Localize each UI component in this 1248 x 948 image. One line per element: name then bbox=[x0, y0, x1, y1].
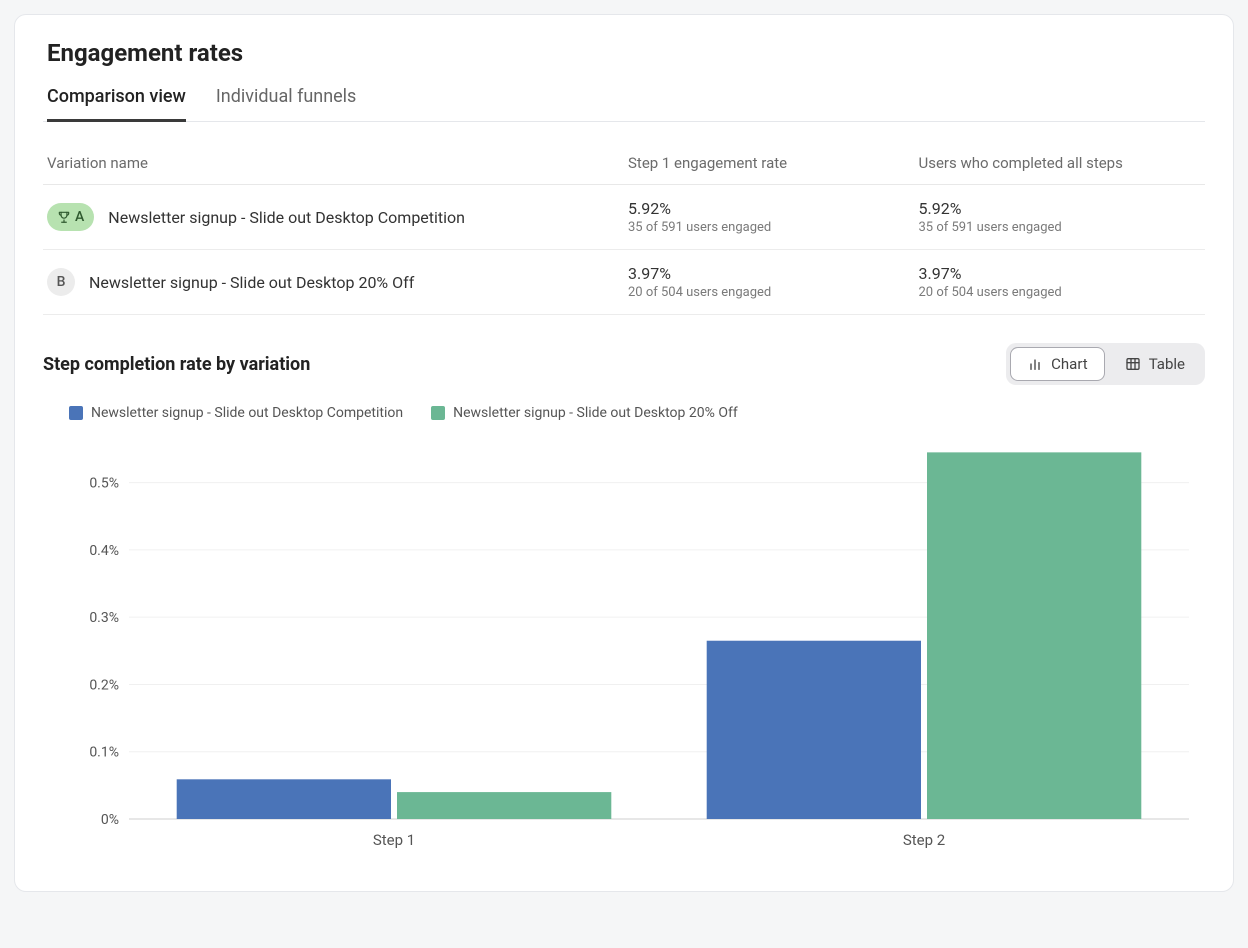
card-title: Engagement rates bbox=[47, 39, 1205, 67]
toggle-table-button[interactable]: Table bbox=[1109, 347, 1201, 381]
legend-label-b: Newsletter signup - Slide out Desktop 20… bbox=[453, 405, 738, 421]
view-toggle: Chart Table bbox=[1006, 343, 1205, 385]
tab-individual-funnels[interactable]: Individual funnels bbox=[216, 86, 356, 122]
col-variation-name: Variation name bbox=[43, 144, 624, 185]
svg-text:0%: 0% bbox=[101, 812, 119, 828]
trophy-icon bbox=[57, 210, 71, 224]
table-icon bbox=[1125, 356, 1141, 372]
variation-name: Newsletter signup - Slide out Desktop Co… bbox=[108, 208, 465, 227]
svg-text:Step 1: Step 1 bbox=[373, 831, 415, 849]
svg-text:0.1%: 0.1% bbox=[89, 745, 119, 761]
step1-rate: 3.97% bbox=[628, 264, 907, 283]
bar-chart-icon bbox=[1027, 356, 1043, 372]
svg-text:Step 2: Step 2 bbox=[903, 831, 945, 849]
allsteps-sub: 35 of 591 users engaged bbox=[919, 220, 1198, 235]
variations-table: Variation name Step 1 engagement rate Us… bbox=[43, 144, 1205, 315]
step1-sub: 35 of 591 users engaged bbox=[628, 220, 907, 235]
svg-text:0.4%: 0.4% bbox=[89, 543, 119, 559]
toggle-chart-button[interactable]: Chart bbox=[1010, 347, 1105, 381]
step1-sub: 20 of 504 users engaged bbox=[628, 285, 907, 300]
legend-label-a: Newsletter signup - Slide out Desktop Co… bbox=[91, 405, 403, 421]
pill-letter: B bbox=[57, 274, 66, 290]
allsteps-sub: 20 of 504 users engaged bbox=[919, 285, 1198, 300]
legend-item: Newsletter signup - Slide out Desktop 20… bbox=[431, 405, 738, 421]
chart-legend: Newsletter signup - Slide out Desktop Co… bbox=[69, 405, 1205, 421]
toggle-chart-label: Chart bbox=[1051, 355, 1088, 373]
table-row: B Newsletter signup - Slide out Desktop … bbox=[43, 250, 1205, 315]
svg-text:0.2%: 0.2% bbox=[89, 677, 119, 693]
bar-chart: 0% 0.1% 0.2% 0.3% 0.4% 0.5% Step 1 Step 2 bbox=[69, 439, 1199, 859]
tab-comparison-view[interactable]: Comparison view bbox=[47, 86, 186, 122]
engagement-card: Engagement rates Comparison view Individ… bbox=[14, 14, 1234, 892]
legend-item: Newsletter signup - Slide out Desktop Co… bbox=[69, 405, 403, 421]
pill-letter: A bbox=[75, 209, 84, 225]
svg-text:0.5%: 0.5% bbox=[89, 476, 119, 492]
chart-area: 0% 0.1% 0.2% 0.3% 0.4% 0.5% Step 1 Step 2 bbox=[43, 439, 1205, 859]
col-all-steps: Users who completed all steps bbox=[915, 144, 1206, 185]
allsteps-rate: 3.97% bbox=[919, 264, 1198, 283]
legend-swatch-b bbox=[431, 406, 445, 420]
winner-pill: A bbox=[47, 203, 94, 231]
svg-text:0.3%: 0.3% bbox=[89, 610, 119, 626]
step1-rate: 5.92% bbox=[628, 199, 907, 218]
variation-pill: B bbox=[47, 268, 75, 296]
tabs: Comparison view Individual funnels bbox=[43, 85, 1205, 122]
col-step1-rate: Step 1 engagement rate bbox=[624, 144, 915, 185]
variation-name: Newsletter signup - Slide out Desktop 20… bbox=[89, 273, 414, 292]
allsteps-rate: 5.92% bbox=[919, 199, 1198, 218]
chart-title: Step completion rate by variation bbox=[43, 354, 310, 375]
legend-swatch-a bbox=[69, 406, 83, 420]
table-row: A Newsletter signup - Slide out Desktop … bbox=[43, 185, 1205, 250]
chart-header: Step completion rate by variation Chart … bbox=[43, 343, 1205, 385]
toggle-table-label: Table bbox=[1149, 355, 1185, 373]
